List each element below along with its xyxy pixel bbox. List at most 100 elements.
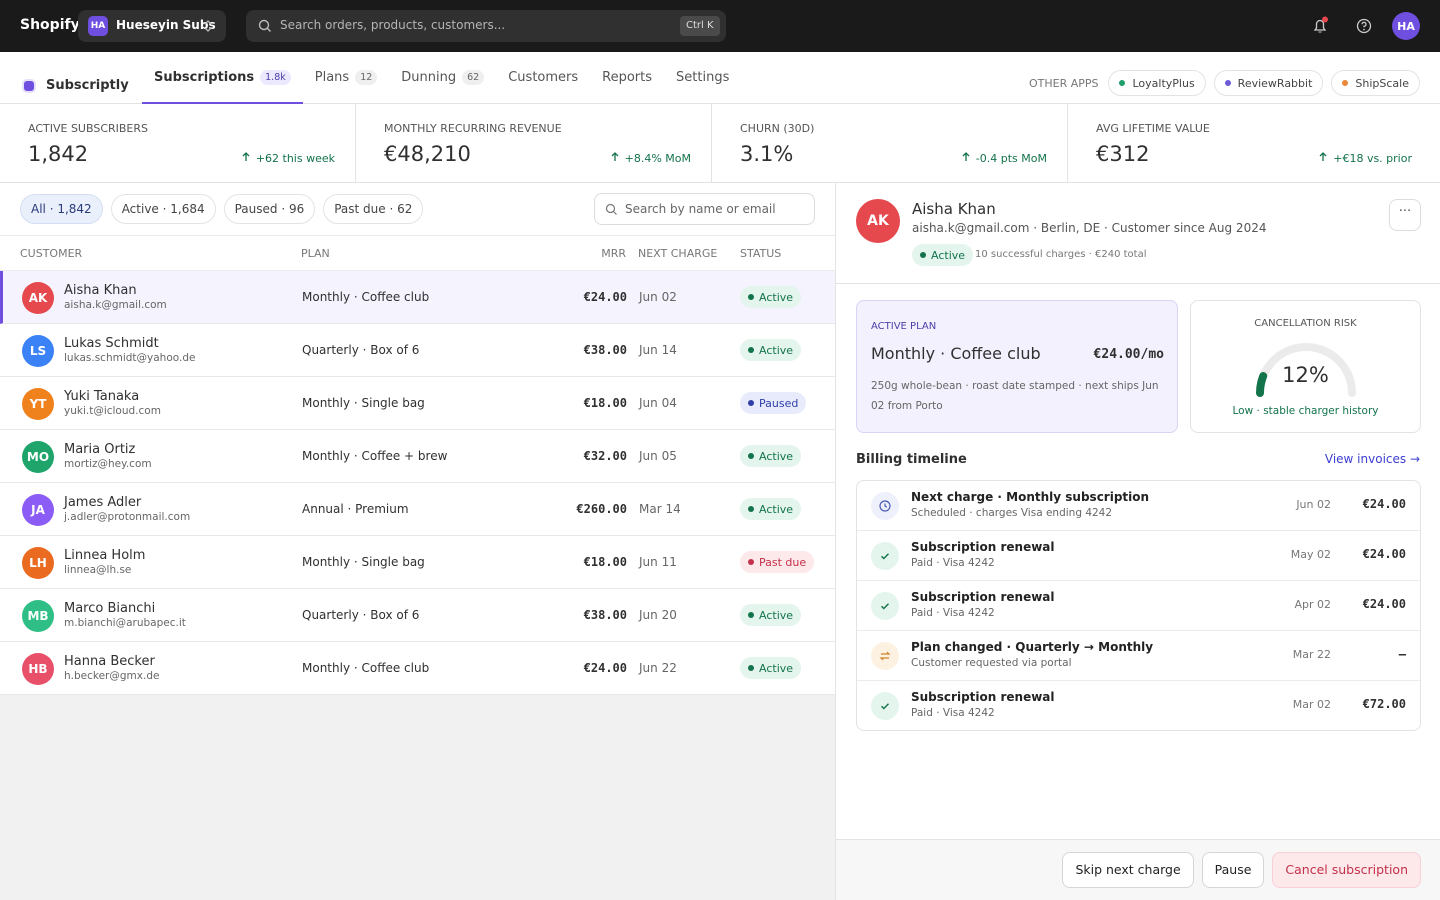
customer-name: Linnea Holm (64, 548, 146, 563)
risk-gauge (1256, 343, 1356, 397)
app-pill[interactable]: ReviewRabbit (1213, 70, 1324, 96)
timeline-title: Subscription renewal (911, 590, 1055, 604)
plan: Monthly · Coffee club (302, 290, 430, 304)
action-button[interactable]: Pause (1201, 852, 1265, 888)
tab[interactable]: Reports (590, 52, 664, 104)
tab-label: Plans (314, 69, 350, 85)
timeline-title: Next charge · Monthly subscription (911, 490, 1150, 504)
timeline-amount: €72.00 (1362, 697, 1406, 711)
stat-card: AVG LIFETIME VALUE €312 +€18 vs. prior (1068, 104, 1432, 182)
table-row[interactable]: JA James Adler j.adler@protonmail.com Annua… (0, 483, 835, 536)
search-icon (258, 19, 271, 32)
timeline-date: Mar 22 (1292, 648, 1331, 661)
table-row[interactable]: MB Marco Bianchi m.bianchi@arubapec.it Quar… (0, 589, 835, 642)
avatar: MB (22, 600, 54, 632)
tab[interactable]: Customers (496, 52, 590, 104)
customer-name: Yuki Tanaka (64, 389, 140, 404)
store-switcher[interactable]: HA Hueseyin Subs (78, 10, 226, 42)
help[interactable] (1355, 17, 1373, 35)
table-row[interactable]: LS Lukas Schmidt lukas.schmidt@yahoo.de Qua… (0, 324, 835, 377)
arrow-up (962, 152, 970, 165)
app-pill[interactable]: ShipScale (1331, 70, 1420, 96)
app-name: ReviewRabbit (1237, 76, 1313, 90)
charges-summary: 10 successful charges · €240 total (975, 249, 1147, 260)
arrow-up (242, 152, 250, 165)
delta-text: +€18 vs. prior (1333, 152, 1412, 165)
avatar: AK (22, 282, 54, 314)
timeline-date: Mar 02 (1292, 698, 1331, 711)
more-button[interactable]: ··· (1389, 199, 1421, 231)
stat-delta: +8.4% MoM (611, 152, 691, 165)
mrr: €32.00 (583, 449, 627, 463)
action-button[interactable]: Cancel subscription (1272, 852, 1421, 888)
stat-label: CHURN (30D) (740, 122, 815, 135)
delta-text: +8.4% MoM (624, 152, 691, 165)
next-charge: Jun 04 (639, 396, 677, 410)
table-row[interactable]: MO Maria Ortiz mortiz@hey.com Monthly · Cof… (0, 430, 835, 483)
stat-delta: +62 this week (242, 152, 335, 165)
plan-label: ACTIVE PLAN (871, 321, 937, 332)
timeline-date: Jun 02 (1296, 498, 1331, 511)
column-header: STATUS (740, 247, 782, 260)
column-header: MRR (601, 247, 626, 260)
list-search[interactable]: Search by name or email (594, 193, 815, 225)
plan: Monthly · Coffee club (302, 661, 430, 675)
filter-chip[interactable]: All · 1,842 (20, 194, 103, 224)
table-row[interactable]: YT Yuki Tanaka yuki.t@icloud.com Monthly · … (0, 377, 835, 430)
plan-card: ACTIVE PLAN Monthly · Coffee club €24.00… (856, 300, 1178, 433)
app-pill[interactable]: LoyaltyPlus (1108, 70, 1206, 96)
tab[interactable]: Subscriptions 1.8k (142, 52, 303, 104)
timeline-amount: €24.00 (1362, 547, 1406, 561)
tab[interactable]: Settings (664, 52, 741, 104)
app-logo (24, 81, 34, 91)
view-invoices[interactable]: View invoices → (1324, 452, 1420, 466)
app-dot (1342, 80, 1349, 86)
stat-label: ACTIVE SUBSCRIBERS (28, 122, 149, 135)
mrr: €38.00 (583, 608, 627, 622)
timeline: Next charge · Monthly subscription Schedu… (856, 480, 1421, 731)
table-row[interactable]: LH Linnea Holm linnea@lh.se Monthly · Singl… (0, 536, 835, 589)
status-text: Active (931, 248, 966, 262)
status-badge: Active (740, 657, 802, 679)
status-text: Active (759, 449, 794, 463)
global-search[interactable]: Search orders, products, customers... Ct… (246, 10, 726, 42)
status-dot (920, 252, 926, 258)
timeline-date: May 02 (1290, 548, 1331, 561)
avatar: JA (22, 494, 54, 526)
tab-label: Settings (676, 69, 730, 85)
top-bar: Shopify HA Hueseyin Subs Search orders, … (0, 0, 1440, 52)
brand[interactable]: Shopify (20, 17, 80, 33)
tab[interactable]: Dunning 62 (389, 52, 496, 104)
store-badge: HA (88, 16, 108, 36)
timeline-title: Billing timeline (856, 452, 967, 467)
stat-value: 1,842 (28, 142, 89, 166)
filter-chip[interactable]: Active · 1,684 (110, 194, 216, 224)
table-row[interactable]: HB Hanna Becker h.becker@gmx.de Monthly · C… (0, 642, 835, 695)
status-dot (748, 559, 754, 565)
mrr: €38.00 (583, 343, 627, 357)
plan: Monthly · Coffee + brew (302, 449, 448, 463)
notifications[interactable] (1311, 16, 1331, 36)
table-row[interactable]: AK Aisha Khan aisha.k@gmail.com Monthly · C… (0, 271, 835, 324)
avatar: LS (22, 335, 54, 367)
customer-email: lukas.schmidt@yahoo.de (64, 352, 196, 364)
action-button[interactable]: Skip next charge (1062, 852, 1194, 888)
mrr: €18.00 (583, 396, 627, 410)
customer-name: Marco Bianchi (64, 601, 156, 616)
customer-email: aisha.k@gmail.com (64, 299, 167, 311)
timeline-date: Apr 02 (1294, 598, 1331, 611)
app-name: LoyaltyPlus (1132, 76, 1195, 90)
timeline-subtitle: Scheduled · charges Visa ending 4242 (911, 507, 1113, 519)
customer-email: linnea@lh.se (64, 564, 132, 576)
app-name: Subscriptly (46, 78, 129, 93)
timeline-item: Subscription renewal Paid · Visa 4242 Apr … (857, 581, 1420, 631)
filter-chip[interactable]: Paused · 96 (223, 194, 316, 224)
tab[interactable]: Plans 12 (303, 52, 390, 104)
detail-panel: AK Aisha Khan aisha.k@gmail.com · Berlin… (835, 183, 1440, 900)
stat-delta: -0.4 pts MoM (962, 152, 1047, 165)
next-charge: Jun 22 (639, 661, 677, 675)
action-bar: Skip next charge Pause Cancel subscription (836, 839, 1440, 900)
user-avatar[interactable]: HA (1392, 12, 1420, 40)
tabs: Subscriptions 1.8k Plans 12 Dunning 62 Custome… (142, 52, 741, 104)
filter-chip[interactable]: Past due · 62 (323, 194, 424, 224)
